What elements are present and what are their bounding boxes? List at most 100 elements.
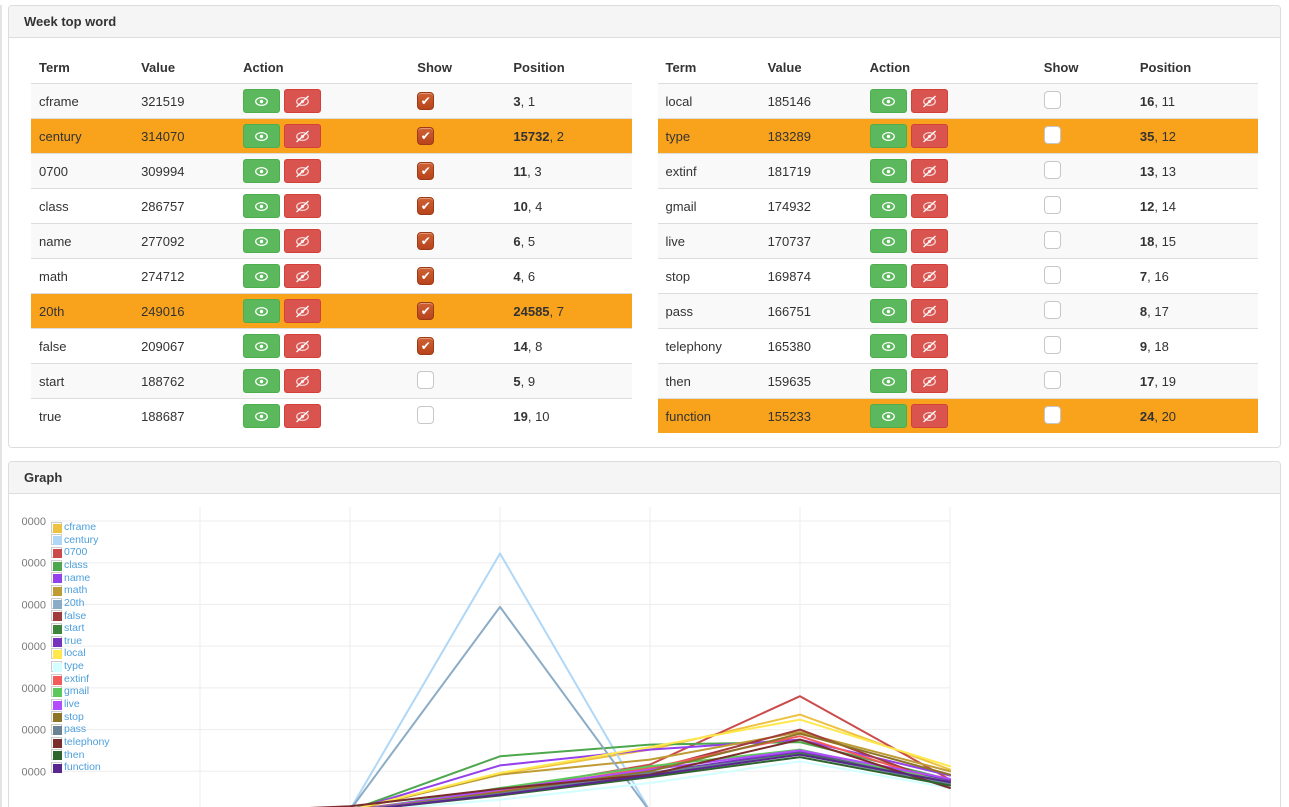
eye-slash-icon — [922, 305, 936, 317]
position-rank: , 19 — [1154, 373, 1177, 389]
show-checkbox[interactable]: ✔ — [417, 92, 435, 110]
action-cell — [235, 363, 410, 399]
action-cell — [861, 398, 1036, 433]
terms-table-right: Term Value Action Show Position local 185… — [657, 52, 1258, 433]
show-checkbox[interactable]: ✔ — [417, 337, 435, 355]
legend-color-swatch — [51, 698, 62, 710]
show-checkbox[interactable] — [1043, 90, 1061, 109]
show-term-button[interactable] — [869, 124, 907, 148]
legend-label: stop — [64, 710, 84, 723]
hide-term-button[interactable] — [284, 334, 322, 358]
show-term-button[interactable] — [243, 124, 281, 148]
show-term-button[interactable] — [869, 299, 907, 323]
position-primary: 24585 — [513, 303, 550, 319]
hide-term-button[interactable] — [284, 89, 322, 113]
show-term-button[interactable] — [243, 299, 281, 323]
show-checkbox[interactable] — [417, 370, 435, 389]
term-cell: extinf — [657, 153, 760, 189]
hide-term-button[interactable] — [284, 229, 322, 253]
hide-term-button[interactable] — [910, 404, 948, 428]
show-term-button[interactable] — [869, 89, 907, 113]
hide-term-button[interactable] — [910, 89, 948, 113]
terms-table-left: Term Value Action Show Position cframe 32… — [31, 52, 632, 433]
term-cell: live — [657, 223, 760, 259]
show-term-button[interactable] — [869, 194, 907, 218]
hide-term-button[interactable] — [284, 264, 322, 288]
show-checkbox[interactable] — [1043, 160, 1061, 179]
position-primary: 6 — [513, 233, 521, 249]
show-term-button[interactable] — [243, 159, 281, 183]
show-checkbox[interactable] — [417, 405, 435, 424]
action-cell — [861, 118, 1036, 154]
show-checkbox[interactable] — [1043, 370, 1061, 389]
show-checkbox[interactable] — [1043, 125, 1061, 144]
hide-term-button[interactable] — [284, 299, 322, 323]
show-checkbox[interactable]: ✔ — [417, 232, 435, 250]
show-checkbox[interactable] — [1043, 230, 1061, 249]
position-cell: 16, 11 — [1131, 83, 1258, 119]
legend-color-swatch — [51, 711, 62, 723]
action-cell — [861, 328, 1036, 364]
eye-slash-icon — [922, 270, 936, 282]
show-checkbox[interactable]: ✔ — [417, 162, 435, 180]
hide-term-button[interactable] — [910, 334, 948, 358]
hide-term-button[interactable] — [284, 404, 322, 428]
hide-term-button[interactable] — [910, 124, 948, 148]
eye-slash-icon — [296, 410, 310, 422]
hide-term-button[interactable] — [910, 264, 948, 288]
hide-term-button[interactable] — [910, 229, 948, 253]
legend-color-swatch — [51, 724, 62, 736]
hide-term-button[interactable] — [910, 369, 948, 393]
position-primary: 4 — [513, 268, 521, 284]
hide-term-button[interactable] — [910, 159, 948, 183]
col-header-position: Position — [1131, 52, 1258, 84]
show-checkbox[interactable]: ✔ — [417, 197, 435, 215]
hide-term-button[interactable] — [284, 194, 322, 218]
eye-slash-icon — [922, 340, 936, 352]
show-term-button[interactable] — [869, 369, 907, 393]
legend-label: telephony — [64, 735, 110, 748]
show-checkbox[interactable]: ✔ — [417, 267, 435, 285]
show-checkbox[interactable] — [1043, 195, 1061, 214]
hide-term-button[interactable] — [284, 124, 322, 148]
show-term-button[interactable] — [243, 229, 281, 253]
y-axis-tick-label: 100000 — [21, 725, 46, 737]
show-term-button[interactable] — [869, 404, 907, 428]
action-cell — [861, 188, 1036, 224]
term-cell: pass — [657, 293, 760, 329]
eye-slash-icon — [296, 200, 310, 212]
hide-term-button[interactable] — [910, 299, 948, 323]
show-term-button[interactable] — [869, 159, 907, 183]
show-checkbox[interactable] — [1043, 335, 1061, 354]
show-checkbox[interactable] — [1043, 265, 1061, 284]
show-term-button[interactable] — [243, 369, 281, 393]
hide-term-button[interactable] — [284, 159, 322, 183]
position-rank: , 7 — [549, 303, 564, 319]
show-term-button[interactable] — [869, 229, 907, 253]
show-cell — [1035, 328, 1132, 364]
show-term-button[interactable] — [869, 334, 907, 358]
table-row: name 277092 ✔ 6, 5 — [31, 223, 632, 259]
eye-slash-icon — [296, 130, 310, 142]
legend-label: then — [64, 748, 85, 761]
show-term-button[interactable] — [243, 194, 281, 218]
show-cell — [409, 363, 506, 399]
show-checkbox[interactable] — [1043, 300, 1061, 319]
value-cell: 321519 — [133, 83, 236, 119]
show-term-button[interactable] — [243, 334, 281, 358]
eye-slash-icon — [296, 95, 310, 107]
hide-term-button[interactable] — [284, 369, 322, 393]
position-primary: 3 — [513, 93, 521, 109]
show-checkbox[interactable] — [1043, 405, 1061, 424]
show-term-button[interactable] — [869, 264, 907, 288]
show-checkbox[interactable]: ✔ — [417, 302, 435, 320]
legend-label: 20th — [64, 596, 85, 609]
legend-item: live — [51, 698, 110, 711]
show-term-button[interactable] — [243, 264, 281, 288]
show-term-button[interactable] — [243, 404, 281, 428]
hide-term-button[interactable] — [910, 194, 948, 218]
show-checkbox[interactable]: ✔ — [417, 127, 435, 145]
legend-label: pass — [64, 723, 87, 736]
term-cell: name — [31, 223, 134, 259]
show-term-button[interactable] — [243, 89, 281, 113]
